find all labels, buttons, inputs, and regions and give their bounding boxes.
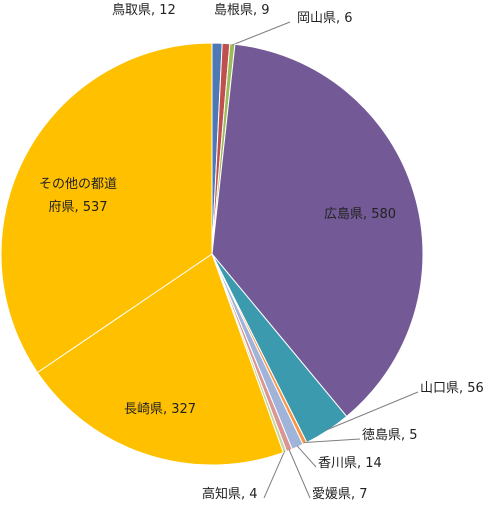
leader-line-3 <box>232 21 291 46</box>
data-label-6: 徳島県, 5 <box>362 428 418 443</box>
data-label-11-line-2: 府県, 537 <box>48 200 107 215</box>
leader-line-5 <box>326 391 419 431</box>
leader-line-6 <box>304 438 361 444</box>
data-label-5: 山口県, 56 <box>420 381 484 396</box>
data-label-4: 広島県, 580 <box>324 207 396 222</box>
data-label-8: 愛媛県, 7 <box>312 487 368 502</box>
data-label-7: 香川県, 14 <box>318 456 382 471</box>
pie-slice-4 <box>211 43 424 418</box>
pie-slice-10 <box>36 253 285 466</box>
data-label-2: 島根県, 9 <box>214 3 270 18</box>
leader-line-7 <box>296 445 317 468</box>
data-label-11-line-1: その他の都道 <box>39 177 117 192</box>
data-label-9: 高知県, 4 <box>202 486 258 502</box>
data-label-1: 鳥取県, 12 <box>112 3 176 18</box>
data-label-10: 長崎県, 327 <box>124 402 196 417</box>
leader-line-9 <box>263 450 286 499</box>
leader-line-8 <box>288 449 311 499</box>
pie-slice-11 <box>0 42 213 374</box>
data-label-3: 岡山県, 6 <box>297 11 353 26</box>
